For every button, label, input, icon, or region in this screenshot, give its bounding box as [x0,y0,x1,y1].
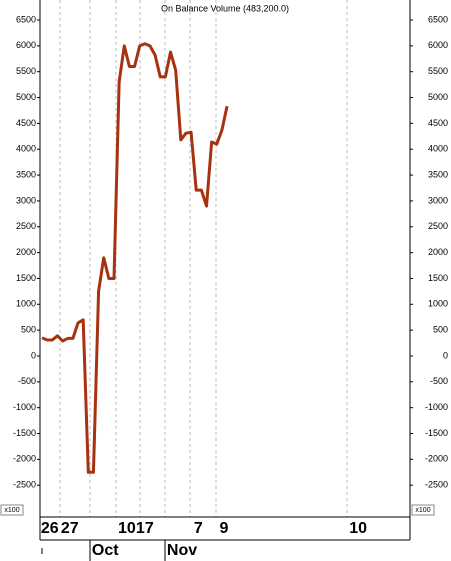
y-tick-label: 1000 [16,299,36,309]
y-tick-label: 5000 [428,92,448,102]
y-tick-label: 3500 [16,169,36,179]
y-tick-label: -500 [18,376,36,386]
x-tick-label: 26 [41,520,59,537]
y-tick-label: 6000 [16,40,36,50]
y-tick-label: -1000 [13,402,36,412]
unit-label: x100 [415,507,430,514]
y-tick-label: -2500 [13,480,36,490]
y-tick-label: 2500 [428,221,448,231]
y-tick-label: 4000 [428,144,448,154]
y-tick-label: 0 [443,350,448,360]
y-tick-label: 3500 [428,169,448,179]
y-tick-label: -1500 [425,428,448,438]
unit-box [411,504,435,516]
y-tick-label: 5500 [428,66,448,76]
y-tick-label: -2500 [425,480,448,490]
x-tick-label: 10 [349,520,367,537]
y-tick-label: 6500 [16,14,36,24]
y-tick-label: 2500 [16,221,36,231]
y-tick-label: 0 [31,350,36,360]
x-tick-label: 17 [136,520,154,537]
month-label: Oct [92,542,119,559]
y-tick-label: 2000 [428,247,448,257]
y-tick-label: 1000 [428,299,448,309]
y-tick-label: 500 [21,325,36,335]
y-tick-label: 4500 [16,118,36,128]
y-tick-label: 500 [433,325,448,335]
y-tick-label: -500 [430,376,448,386]
y-tick-label: 4500 [428,118,448,128]
y-tick-label: 6500 [428,14,448,24]
unit-box [0,504,24,516]
x-tick-label: 10 [118,520,136,537]
y-tick-label: -2000 [425,454,448,464]
y-tick-label: -1000 [425,402,448,412]
y-tick-label: 3000 [428,195,448,205]
y-tick-label: 3000 [16,195,36,205]
y-tick-label: -2000 [13,454,36,464]
y-tick-label: -1500 [13,428,36,438]
vertical-grid [59,0,348,517]
x-tick-label: 9 [220,520,229,537]
chart-title: On Balance Volume (483,200.0) [161,3,289,13]
data-line [41,42,229,474]
month-label: Nov [167,542,197,559]
x-tick-label: 7 [194,520,203,537]
y-tick-label: 2000 [16,247,36,257]
y-tick-label: 5500 [16,66,36,76]
unit-label: x100 [4,507,19,514]
y-tick-label: 1500 [16,273,36,283]
y-tick-label: 6000 [428,40,448,50]
y-tick-label: 1500 [428,273,448,283]
x-tick-label: 27 [61,520,79,537]
y-tick-label: 5000 [16,92,36,102]
y-tick-label: 4000 [16,144,36,154]
